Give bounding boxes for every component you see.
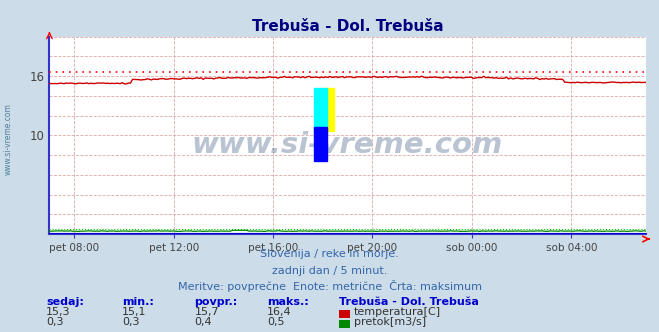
Title: Trebuša - Dol. Trebuša: Trebuša - Dol. Trebuša — [252, 19, 444, 34]
Bar — [314, 88, 328, 131]
Text: 0,3: 0,3 — [46, 317, 64, 327]
Bar — [321, 88, 334, 131]
Text: zadnji dan / 5 minut.: zadnji dan / 5 minut. — [272, 266, 387, 276]
Text: 15,7: 15,7 — [194, 307, 219, 317]
Text: temperatura[C]: temperatura[C] — [354, 307, 441, 317]
Text: min.:: min.: — [122, 297, 154, 307]
Text: 0,5: 0,5 — [267, 317, 285, 327]
Text: www.si-vreme.com: www.si-vreme.com — [3, 104, 13, 175]
Text: Meritve: povprečne  Enote: metrične  Črta: maksimum: Meritve: povprečne Enote: metrične Črta:… — [177, 281, 482, 292]
Text: 0,4: 0,4 — [194, 317, 212, 327]
Text: povpr.:: povpr.: — [194, 297, 238, 307]
Bar — [314, 127, 328, 161]
Text: Slovenija / reke in morje.: Slovenija / reke in morje. — [260, 249, 399, 259]
Text: maks.:: maks.: — [267, 297, 308, 307]
Text: 15,3: 15,3 — [46, 307, 71, 317]
Text: 16,4: 16,4 — [267, 307, 291, 317]
Text: 15,1: 15,1 — [122, 307, 146, 317]
Text: Trebuša - Dol. Trebuša: Trebuša - Dol. Trebuša — [339, 297, 479, 307]
Text: www.si-vreme.com: www.si-vreme.com — [192, 131, 503, 159]
Text: pretok[m3/s]: pretok[m3/s] — [354, 317, 426, 327]
Text: 0,3: 0,3 — [122, 317, 140, 327]
Text: sedaj:: sedaj: — [46, 297, 84, 307]
